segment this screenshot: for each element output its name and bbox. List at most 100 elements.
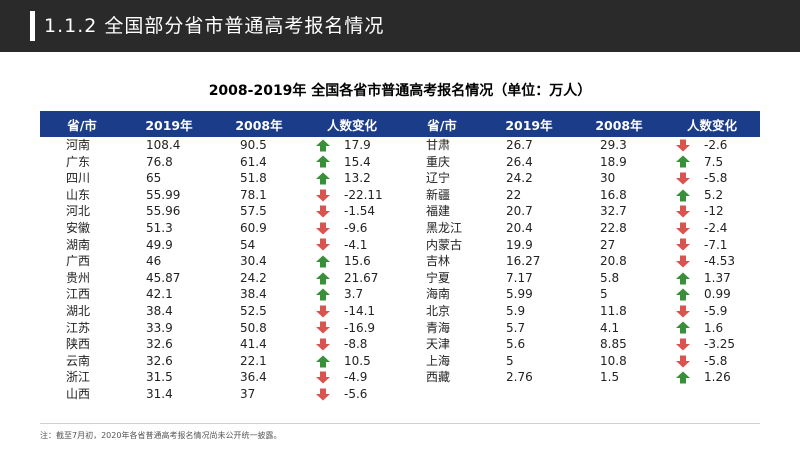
table-left: 省/市 2019年 2008年 人数变化 河南 108.4 90.5 17.9 广东 76… xyxy=(40,111,400,403)
value-2019-cell: 5 xyxy=(506,353,514,368)
col-2008: 2008年 xyxy=(595,117,643,133)
value-2008-cell: 22.1 xyxy=(240,353,267,368)
change-value: -4.9 xyxy=(344,370,368,385)
arrow-down-icon xyxy=(316,189,330,202)
value-2008-cell: 1.5 xyxy=(600,370,620,385)
table-row: 青海 5.7 4.1 1.6 xyxy=(400,320,760,337)
arrow-down-icon xyxy=(316,222,330,235)
province-cell: 浙江 xyxy=(66,370,91,385)
province-cell: 北京 xyxy=(426,303,451,318)
slide-title: 1.1.2 全国部分省市普通高考报名情况 xyxy=(44,15,385,37)
province-cell: 广西 xyxy=(66,254,91,269)
value-2008-cell: 41.4 xyxy=(240,337,267,352)
arrow-up-icon xyxy=(676,288,690,301)
province-cell: 新疆 xyxy=(426,187,451,202)
change-cell: -4.1 xyxy=(304,237,400,254)
value-2019-cell: 65 xyxy=(146,171,162,186)
col-change: 人数变化 xyxy=(686,117,737,133)
change-value: -9.6 xyxy=(344,220,368,235)
table-row: 北京 5.9 11.8 -5.9 xyxy=(400,303,760,320)
province-cell: 湖北 xyxy=(66,303,91,318)
table-row: 吉林 16.27 20.8 -4.53 xyxy=(400,253,760,270)
value-2008-cell: 90.5 xyxy=(240,138,267,152)
arrow-up-icon xyxy=(676,321,690,334)
table-row: 河南 108.4 90.5 17.9 xyxy=(40,137,400,154)
value-2019-cell: 31.5 xyxy=(146,370,173,385)
table-row: 山西 31.4 37 -5.6 xyxy=(40,386,400,403)
value-2019-cell: 26.7 xyxy=(506,138,533,152)
slide-header: 1.1.2 全国部分省市普通高考报名情况 xyxy=(0,0,800,52)
change-cell: -4.53 xyxy=(664,253,760,270)
value-2019-cell: 20.4 xyxy=(506,220,533,235)
change-value: -16.9 xyxy=(344,320,376,335)
change-cell: -5.8 xyxy=(664,353,760,370)
col-2019: 2019年 xyxy=(505,117,553,133)
arrow-up-icon xyxy=(676,272,690,285)
change-cell: 1.26 xyxy=(664,369,760,386)
change-value: -4.1 xyxy=(344,237,368,252)
value-2019-cell: 16.27 xyxy=(506,254,541,269)
change-value: 1.26 xyxy=(704,370,731,385)
table-row: 山东 55.99 78.1 -22.11 xyxy=(40,187,400,204)
value-2019-cell: 2.76 xyxy=(506,370,533,385)
province-cell: 云南 xyxy=(66,353,91,368)
table-row: 江苏 33.9 50.8 -16.9 xyxy=(40,320,400,337)
table-body: 河南 108.4 90.5 17.9 广东 76.8 61.4 15.4 四川 65 51.8 13.… xyxy=(40,137,400,403)
value-2019-cell: 108.4 xyxy=(146,138,181,152)
change-value: 13.2 xyxy=(344,171,371,186)
table-row: 福建 20.7 32.7 -12 xyxy=(400,203,760,220)
province-cell: 广东 xyxy=(66,154,91,169)
table-row: 广东 76.8 61.4 15.4 xyxy=(40,154,400,171)
value-2008-cell: 16.8 xyxy=(600,187,627,202)
col-province: 省/市 xyxy=(67,117,97,133)
change-cell: 21.67 xyxy=(304,270,400,287)
value-2008-cell: 60.9 xyxy=(240,220,267,235)
change-cell: -16.9 xyxy=(304,320,400,337)
value-2008-cell: 29.3 xyxy=(600,138,627,152)
table-row: 辽宁 24.2 30 -5.8 xyxy=(400,170,760,187)
province-cell: 河北 xyxy=(66,204,91,219)
arrow-up-icon xyxy=(676,155,690,168)
province-cell: 重庆 xyxy=(426,154,451,169)
value-2019-cell: 7.17 xyxy=(506,270,533,285)
divider xyxy=(40,423,760,424)
table-row: 浙江 31.5 36.4 -4.9 xyxy=(40,369,400,386)
table-row: 天津 5.6 8.85 -3.25 xyxy=(400,336,760,353)
table-row: 四川 65 51.8 13.2 xyxy=(40,170,400,187)
province-cell: 上海 xyxy=(426,353,451,368)
table-row: 安徽 51.3 60.9 -9.6 xyxy=(40,220,400,237)
value-2019-cell: 24.2 xyxy=(506,171,533,186)
value-2019-cell: 33.9 xyxy=(146,320,173,335)
province-cell: 福建 xyxy=(426,204,451,219)
arrow-up-icon xyxy=(316,139,330,152)
province-cell: 四川 xyxy=(66,171,91,186)
table-row: 内蒙古 19.9 27 -7.1 xyxy=(400,237,760,254)
province-cell: 宁夏 xyxy=(426,270,451,285)
change-value: -4.53 xyxy=(704,254,736,269)
arrow-up-icon xyxy=(316,355,330,368)
table-row: 西藏 2.76 1.5 1.26 xyxy=(400,369,760,386)
province-cell: 陕西 xyxy=(66,337,91,352)
arrow-down-icon xyxy=(676,238,690,251)
change-cell: -14.1 xyxy=(304,303,400,320)
table-row: 江西 42.1 38.4 3.7 xyxy=(40,286,400,303)
change-value: 0.99 xyxy=(704,287,731,302)
value-2008-cell: 4.1 xyxy=(600,320,620,335)
value-2008-cell: 10.8 xyxy=(600,353,627,368)
table-right: 省/市 2019年 2008年 人数变化 甘肃 26.7 29.3 -2.6 重庆 26.… xyxy=(400,111,760,386)
value-2019-cell: 19.9 xyxy=(506,237,533,252)
change-cell: -4.9 xyxy=(304,369,400,386)
arrow-down-icon xyxy=(676,139,690,152)
province-cell: 山东 xyxy=(66,187,91,202)
province-cell: 贵州 xyxy=(66,270,91,285)
value-2008-cell: 5.8 xyxy=(600,270,620,285)
change-cell: -12 xyxy=(664,203,760,220)
province-cell: 湖南 xyxy=(66,237,91,252)
change-cell: 13.2 xyxy=(304,170,400,187)
value-2008-cell: 24.2 xyxy=(240,270,267,285)
header-accent-bar xyxy=(30,11,35,41)
change-cell: -1.54 xyxy=(304,203,400,220)
change-value: -2.4 xyxy=(704,220,728,235)
footnote: 注：截至7月初，2020年各省普通高考报名情况尚未公开统一披露。 xyxy=(40,431,282,440)
value-2008-cell: 52.5 xyxy=(240,303,267,318)
